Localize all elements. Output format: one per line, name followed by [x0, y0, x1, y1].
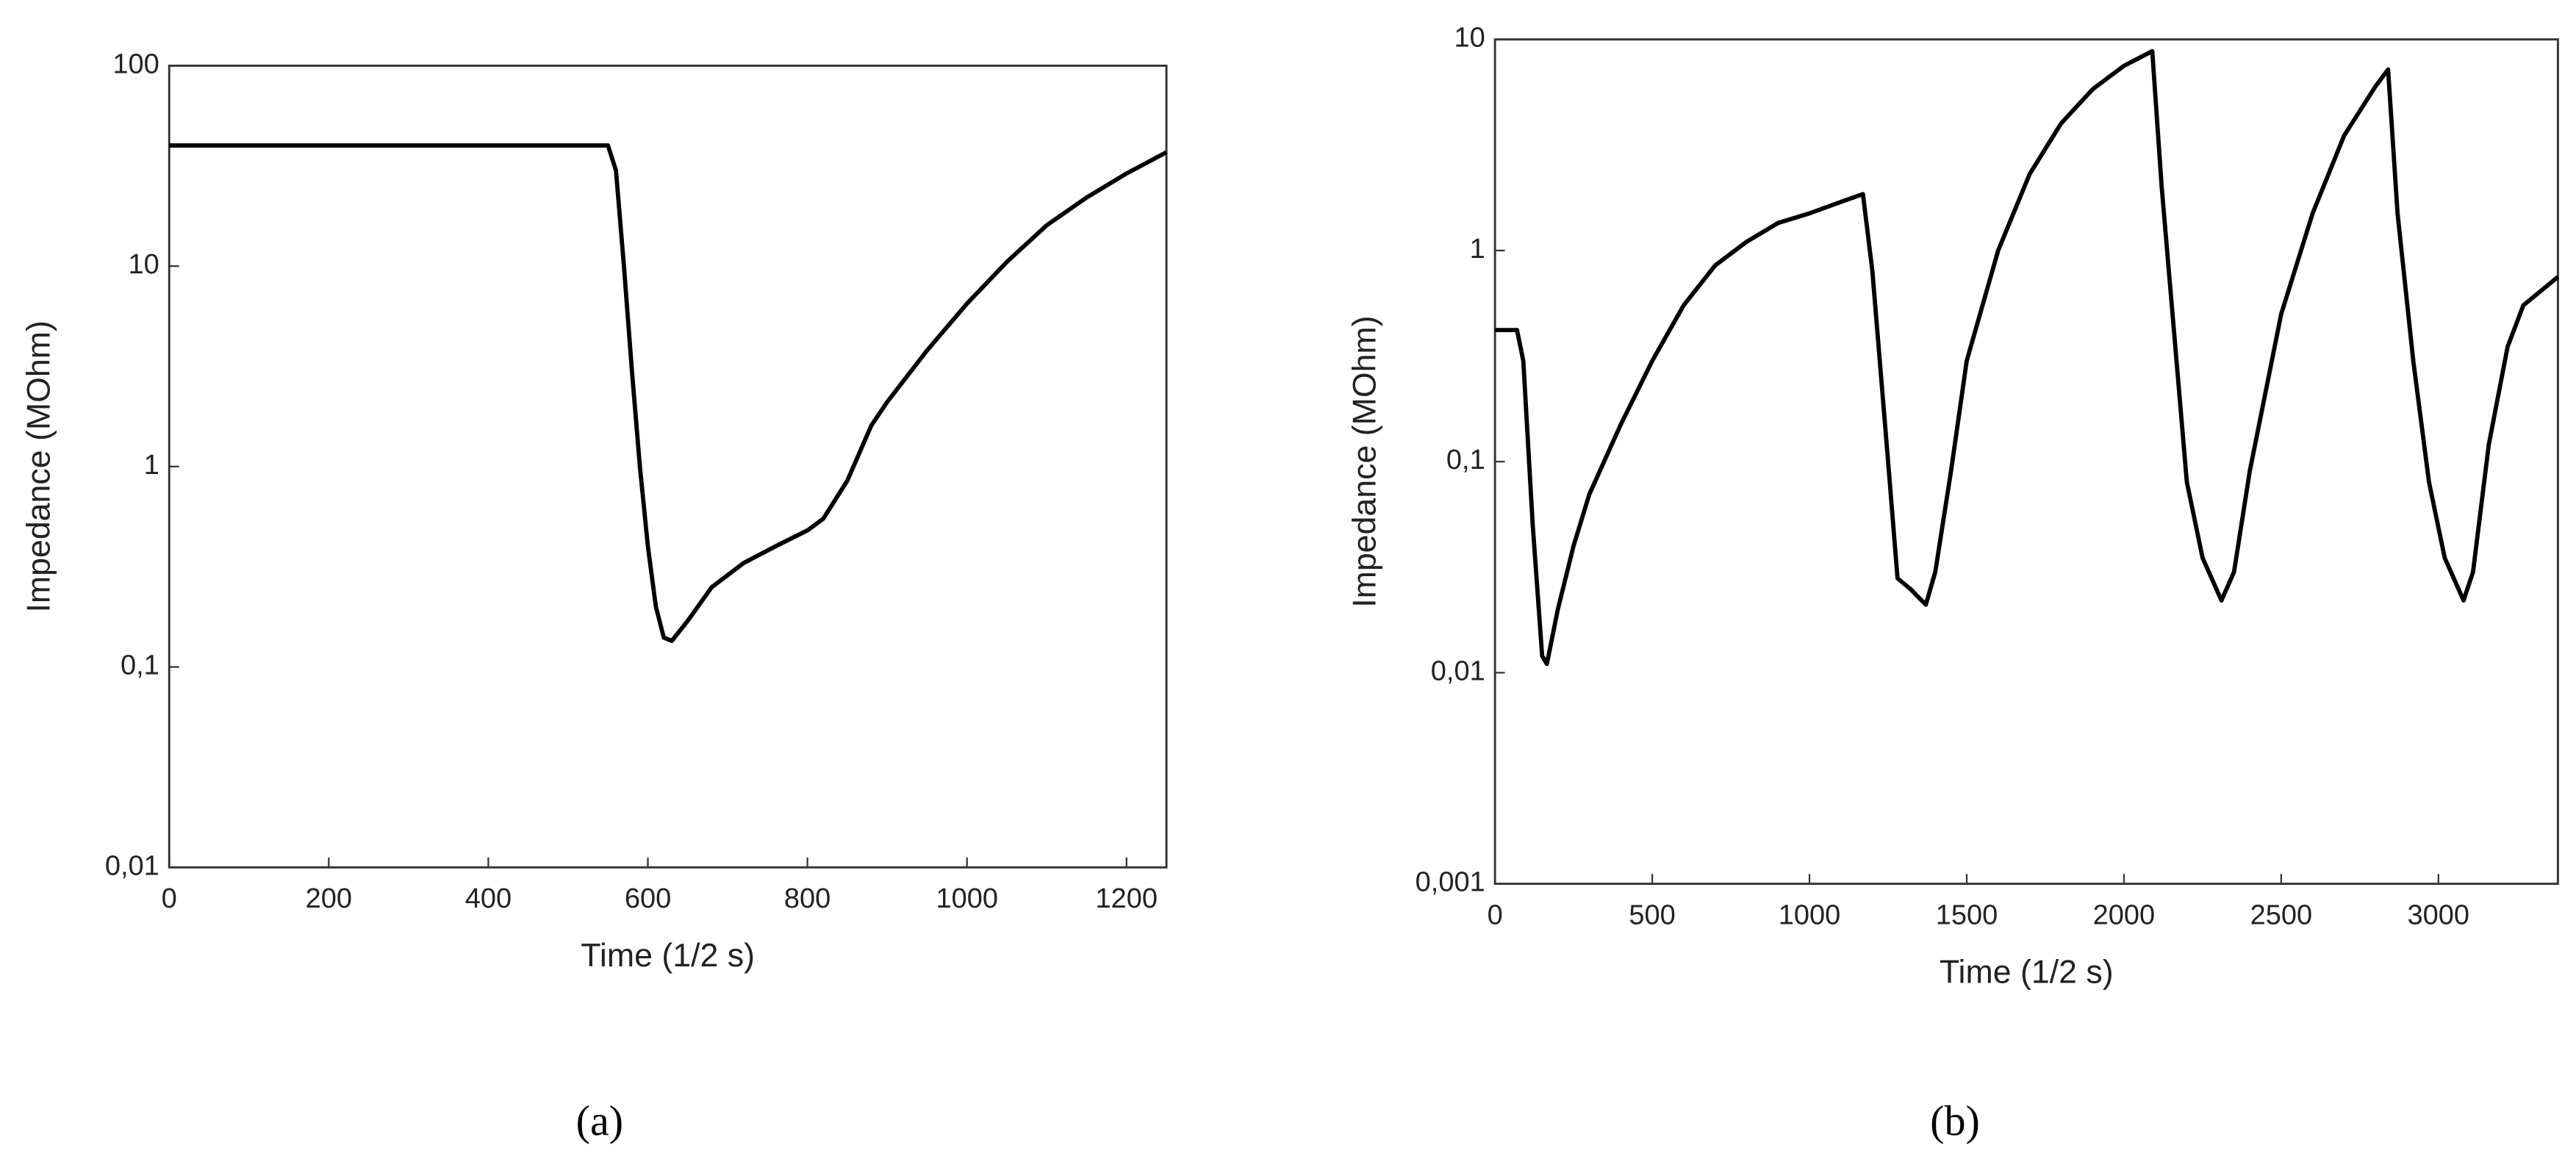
y-tick-label: 0,001 — [1416, 867, 1485, 898]
x-tick-label: 0 — [162, 883, 177, 914]
plot-frame — [1493, 38, 2559, 886]
y-tick-label: 10 — [1454, 23, 1485, 54]
y-tick-label: 0,01 — [1431, 656, 1485, 686]
x-tick-label: 0 — [1488, 900, 1503, 930]
y-tick-label: 0,1 — [1446, 445, 1485, 475]
y-tick-label: 0,1 — [121, 650, 159, 681]
x-tick-label: 200 — [306, 883, 352, 914]
y-axis-label: Impedance (MOhm) — [21, 320, 57, 612]
x-tick-label: 500 — [1629, 900, 1675, 930]
y-tick-label: 100 — [112, 49, 159, 79]
x-tick-label: 800 — [784, 883, 830, 914]
x-tick-label: 2000 — [2093, 900, 2156, 930]
x-tick-label: 400 — [465, 883, 512, 914]
y-tick-label: 1 — [1470, 234, 1485, 265]
x-tick-label: 3000 — [2408, 900, 2470, 930]
x-tick-label: 2500 — [2250, 900, 2313, 930]
x-tick-label: 1200 — [1096, 883, 1158, 914]
x-tick-label: 1500 — [1936, 900, 1998, 930]
caption: (b) — [1930, 1097, 1980, 1145]
x-tick-label: 600 — [625, 883, 671, 914]
y-axis-label: Impedance (MOhm) — [1347, 315, 1383, 607]
x-axis-label: Time (1/2 s) — [581, 938, 755, 974]
y-tick-label: 0,01 — [105, 850, 159, 881]
x-axis-label: Time (1/2 s) — [1940, 954, 2114, 990]
caption: (a) — [576, 1097, 624, 1145]
plot-frame — [168, 64, 1168, 869]
y-tick-label: 1 — [144, 450, 159, 481]
x-tick-label: 1000 — [1779, 900, 1841, 930]
y-tick-label: 10 — [129, 249, 159, 280]
data-line — [1495, 49, 2560, 667]
data-line — [169, 143, 1168, 643]
x-tick-label: 1000 — [936, 883, 998, 914]
